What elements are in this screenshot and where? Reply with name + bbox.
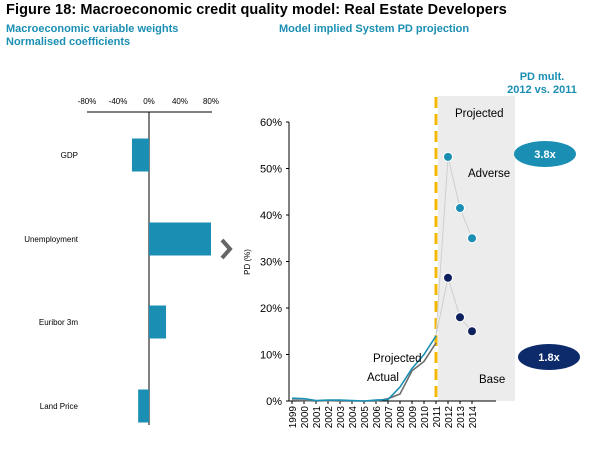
y-tick-label: 60% [260, 117, 282, 129]
bar [149, 305, 167, 339]
y-tick-label: 0% [266, 396, 282, 408]
right-subtitle: Model implied System PD projection [279, 23, 470, 35]
pd-mult-line2: 2012 vs. 2011 [507, 84, 577, 96]
x-tick-label: 2012 [444, 406, 455, 429]
x-tick-label: 2013 [456, 406, 467, 429]
x-tick-label: 2004 [348, 406, 359, 429]
x-tick-label: 2011 [432, 406, 443, 428]
data-point-base [443, 272, 453, 283]
bar-category-label: Euribor 3m [39, 318, 78, 327]
base-label: Base [479, 374, 505, 386]
bar [131, 138, 149, 172]
y-tick-label: 20% [260, 303, 282, 315]
data-point-adverse [455, 203, 465, 214]
x-tick-label: 2000 [300, 406, 311, 429]
y-axis-label: PD (%) [243, 249, 252, 275]
pd-multiplier-header: PD mult. 2012 vs. 2011 [498, 71, 586, 97]
series-line-adverse [435, 156, 473, 336]
bar-x-tick-label: 0% [143, 97, 155, 106]
projected-region-label: Projected [455, 108, 504, 120]
x-tick-label: 2008 [396, 406, 407, 429]
projected-region [438, 96, 515, 401]
pd-mult-line1: PD mult. [519, 71, 565, 83]
base-multiplier-badge [518, 344, 580, 370]
x-tick-label: 2010 [420, 406, 431, 429]
y-tick-label: 50% [260, 164, 282, 176]
bar-x-tick-label: 40% [172, 97, 188, 106]
data-point-base [467, 326, 477, 337]
x-tick-label: 2007 [384, 406, 395, 429]
x-tick-label: 1999 [288, 406, 299, 429]
base-multiplier-label: 1.8x [538, 352, 560, 364]
bar-category-label: GDP [61, 151, 78, 160]
x-tick-label: 2014 [468, 406, 479, 429]
x-tick-label: 2003 [336, 406, 347, 429]
left-subtitle: Macroeconomic variable weights Normalise… [6, 23, 178, 49]
actual-line-label: Actual [367, 372, 399, 384]
figure-title: Figure 18: Macroeconomic credit quality … [6, 2, 507, 18]
y-tick-label: 30% [260, 257, 282, 269]
x-tick-label: 2006 [372, 406, 383, 429]
data-point-adverse [467, 233, 477, 244]
bar-category-label: Unemployment [24, 235, 79, 244]
bar-category-label: Land Price [40, 402, 79, 411]
chevron-right-icon [220, 238, 233, 260]
x-tick-label: 2009 [408, 406, 419, 429]
bar [138, 389, 149, 423]
x-tick-label: 2002 [324, 406, 335, 429]
y-tick-label: 10% [260, 350, 282, 362]
bar-x-tick-label: -80% [78, 97, 97, 106]
adverse-label: Adverse [468, 168, 510, 180]
data-point-adverse [443, 151, 453, 162]
x-tick-label: 2001 [312, 406, 323, 429]
left-subtitle-line2: Normalised coefficients [6, 36, 131, 48]
adverse-multiplier-badge [514, 141, 576, 167]
bar [149, 222, 211, 256]
adverse-multiplier-label: 3.8x [534, 149, 556, 161]
series-line-actual [291, 342, 437, 402]
series-line-base [435, 277, 473, 337]
projected-line-label: Projected [373, 353, 422, 365]
bar-x-tick-label: -40% [109, 97, 128, 106]
bar-x-tick-label: 80% [203, 97, 219, 106]
left-subtitle-line1: Macroeconomic variable weights [6, 23, 179, 35]
x-tick-label: 2005 [360, 406, 371, 429]
series-line-projected [291, 335, 437, 402]
y-tick-label: 40% [260, 210, 282, 222]
data-point-base [455, 312, 465, 323]
